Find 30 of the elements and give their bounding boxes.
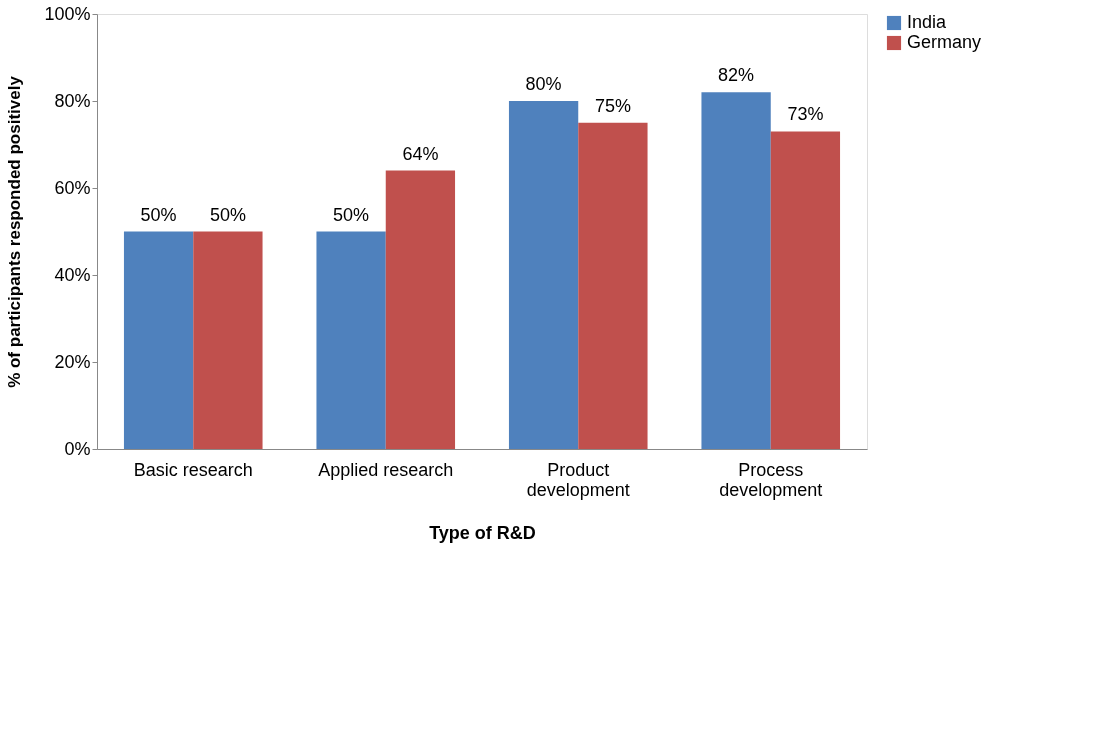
- bar: [578, 122, 648, 449]
- data-label: 64%: [402, 143, 439, 164]
- data-label: 73%: [787, 104, 824, 125]
- bar: [193, 231, 263, 449]
- y-tick-label: 0%: [64, 438, 91, 459]
- data-label: 50%: [140, 204, 177, 225]
- data-label: 80%: [525, 74, 562, 94]
- data-label: 75%: [594, 95, 631, 116]
- x-tick-label: Applied research: [318, 459, 454, 480]
- bar: [123, 231, 194, 449]
- x-tick-label: Product development: [526, 459, 630, 500]
- bar: [770, 131, 841, 449]
- bar: [385, 170, 456, 449]
- y-tick-label: 60%: [54, 177, 91, 198]
- bar: [701, 92, 771, 449]
- y-tick-label: 20%: [54, 351, 91, 372]
- x-axis-title: Type of R&D: [429, 522, 536, 543]
- bar: [316, 231, 386, 449]
- data-label: 50%: [209, 204, 246, 225]
- data-label: 50%: [333, 204, 370, 225]
- data-label: 82%: [718, 65, 755, 86]
- y-tick-label: 40%: [54, 264, 91, 285]
- legend-label: Germany: [907, 32, 982, 52]
- y-tick-label: 100%: [44, 3, 91, 24]
- bar: [508, 101, 579, 449]
- x-tick-label: Basic research: [133, 459, 253, 480]
- y-tick-label: 80%: [54, 90, 91, 111]
- legend-label: India: [907, 12, 948, 32]
- x-tick-label: Process development: [719, 459, 823, 500]
- y-axis-title: % of participants responded positively: [5, 75, 25, 388]
